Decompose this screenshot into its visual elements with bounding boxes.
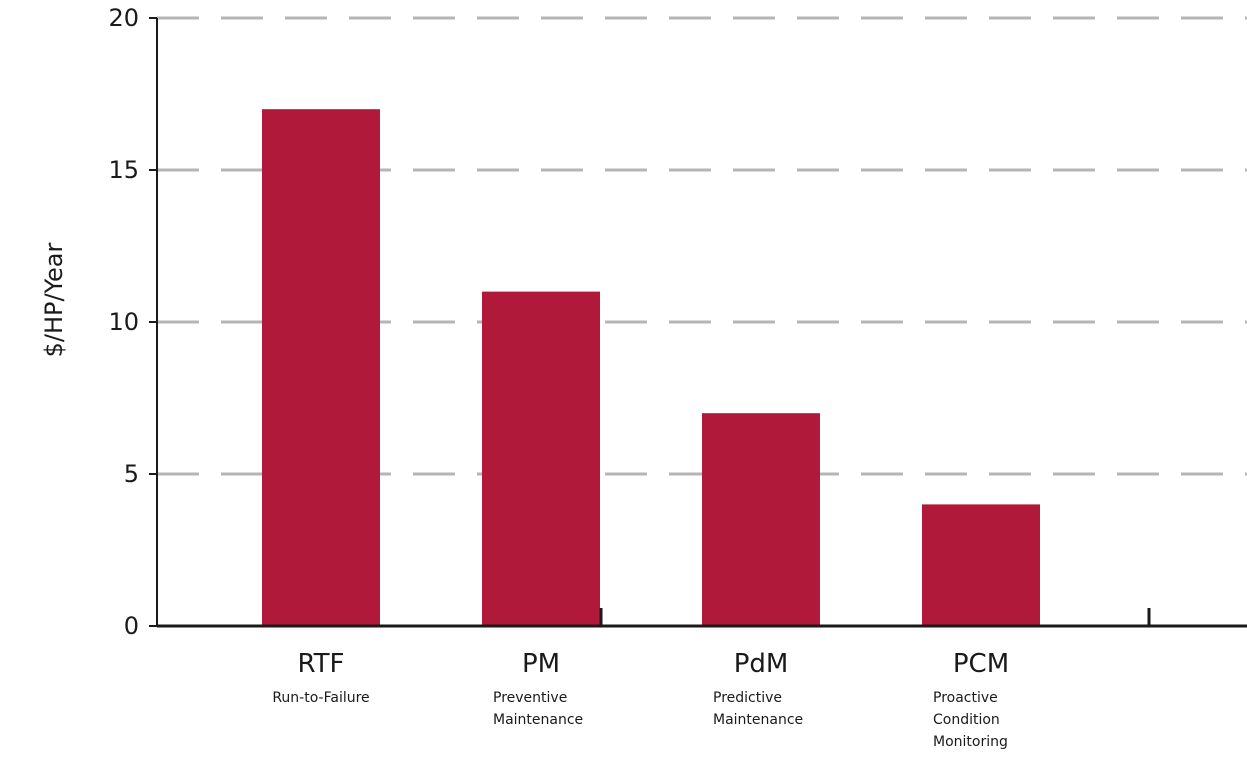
- x-category-sublabel: Predictive: [713, 690, 782, 706]
- x-category-sublabel: Maintenance: [493, 712, 583, 728]
- x-category-label: RTF: [297, 649, 344, 679]
- x-category-sublabel: Run-to-Failure: [272, 690, 369, 706]
- bar-pcm: [922, 504, 1040, 626]
- y-tick-label: 15: [108, 156, 139, 184]
- x-category-label: PdM: [734, 649, 789, 679]
- bar-pdm: [702, 413, 820, 626]
- x-category-sublabel: Proactive: [933, 690, 998, 706]
- y-axis-label: $/HP/Year: [40, 242, 68, 357]
- bar-rtf: [262, 109, 380, 626]
- x-category-sublabel: Monitoring: [933, 734, 1008, 750]
- axes: [149, 17, 1247, 628]
- x-category-label: PM: [522, 649, 560, 679]
- x-category-sublabel: Condition: [933, 712, 1000, 728]
- y-tick-label: 20: [108, 4, 139, 32]
- bar-pm: [482, 291, 600, 626]
- y-tick-label: 5: [124, 460, 139, 488]
- bars: [262, 109, 1040, 626]
- x-category-label: PCM: [953, 649, 1009, 679]
- y-tick-label: 0: [124, 612, 139, 640]
- labels: 0 5 10 15 20 RTF Run-to-Failure PM Preventive Mai…: [108, 4, 1009, 750]
- x-category-sublabel: Preventive: [493, 690, 567, 706]
- y-tick-label: 10: [108, 308, 139, 336]
- x-category-sublabel: Maintenance: [713, 712, 803, 728]
